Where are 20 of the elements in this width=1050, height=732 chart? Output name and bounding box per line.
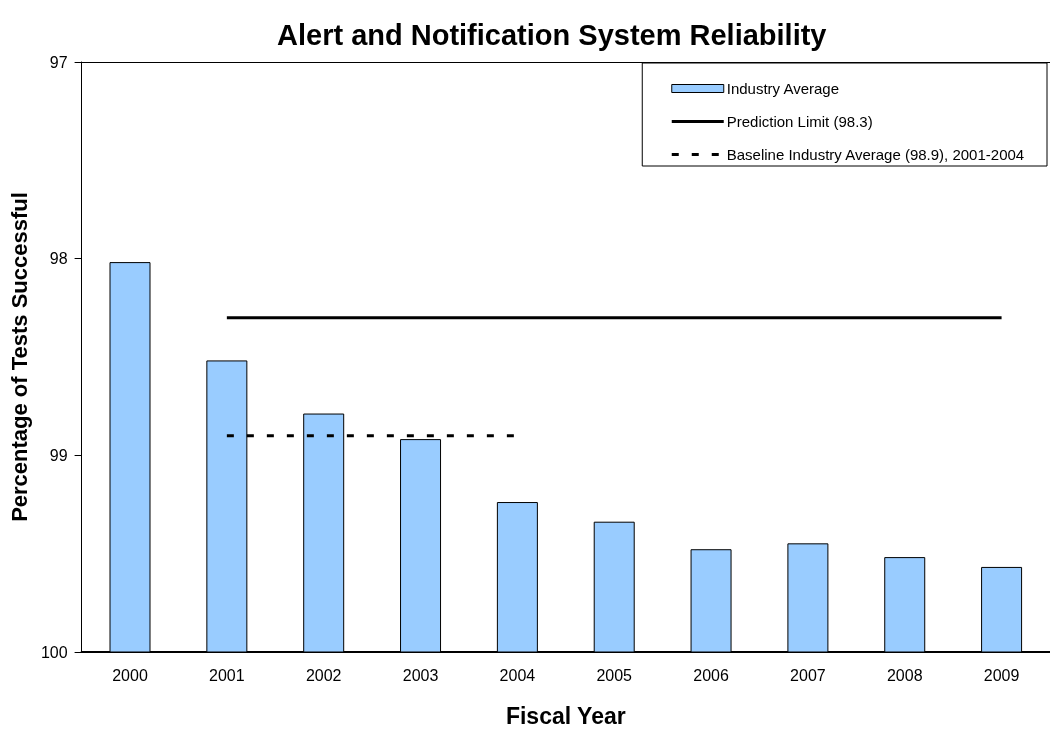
x-tick-label: 2002 bbox=[305, 666, 342, 684]
x-tick-label: 2009 bbox=[983, 666, 1020, 684]
y-tick-label: 100 bbox=[40, 643, 68, 661]
legend-label: Baseline Industry Average (98.9), 2001-2004 bbox=[726, 146, 1025, 163]
x-tick-label: 2003 bbox=[402, 666, 439, 684]
x-tick-label: 2008 bbox=[886, 666, 923, 684]
x-tick-label: 2006 bbox=[693, 666, 729, 684]
chart-title: Alert and Notification System Reliability bbox=[277, 18, 827, 51]
y-tick-label: 98 bbox=[49, 250, 68, 268]
x-tick-label: 2000 bbox=[112, 666, 148, 684]
x-tick-label: 2001 bbox=[209, 666, 245, 684]
x-tick-label: 2007 bbox=[790, 666, 826, 684]
legend-label: Industry Average bbox=[726, 80, 840, 97]
x-tick-label: 2005 bbox=[596, 666, 633, 684]
y-tick-label: 99 bbox=[49, 446, 68, 464]
legend-label: Prediction Limit (98.3) bbox=[726, 113, 873, 130]
x-tick-label: 2004 bbox=[499, 666, 536, 684]
y-axis-title: Percentage of Tests Successful bbox=[6, 192, 32, 522]
y-tick-label: 97 bbox=[49, 53, 68, 71]
x-axis-title: Fiscal Year bbox=[505, 702, 626, 729]
